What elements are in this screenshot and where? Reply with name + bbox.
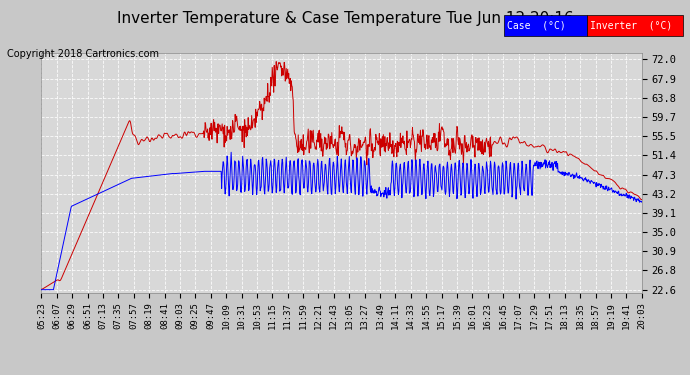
- Text: Case  (°C): Case (°C): [507, 21, 566, 30]
- Text: Inverter  (°C): Inverter (°C): [590, 21, 672, 30]
- Text: Inverter Temperature & Case Temperature Tue Jun 12 20:16: Inverter Temperature & Case Temperature …: [117, 11, 573, 26]
- Text: Copyright 2018 Cartronics.com: Copyright 2018 Cartronics.com: [7, 49, 159, 59]
